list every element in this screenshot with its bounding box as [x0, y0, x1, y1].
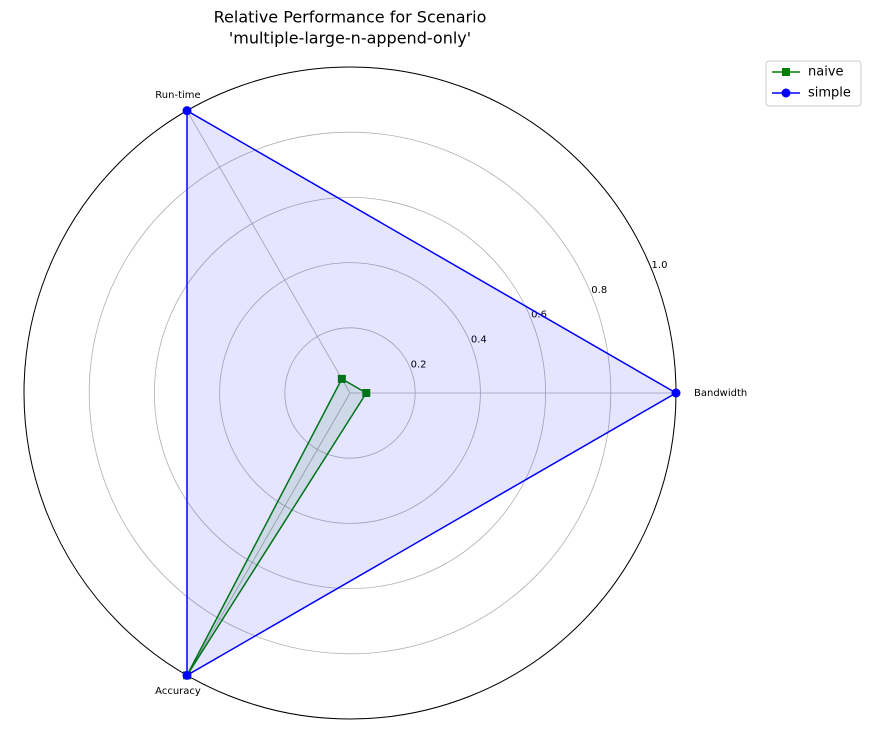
series-line [186, 377, 368, 676]
legend-label: naive [808, 65, 844, 80]
series-line [186, 109, 678, 677]
r-tick-label: 0.4 [471, 335, 487, 346]
r-tick-label: 0.2 [411, 360, 427, 371]
chart-title: Relative Performance for Scenario [214, 8, 487, 27]
legend-label: simple [808, 86, 851, 101]
chart-title: 'multiple-large-n-append-only' [229, 29, 471, 48]
marker [671, 388, 681, 398]
series-area [187, 110, 676, 676]
legend-marker [782, 68, 790, 76]
legend: naive simple [765, 60, 862, 107]
r-tick-label: 1.0 [652, 260, 668, 271]
marker [337, 374, 346, 383]
spoke [186, 110, 351, 394]
category-label: Run-time [155, 90, 200, 101]
legend-marker [781, 88, 791, 98]
spoke [186, 392, 351, 676]
marker [362, 389, 371, 397]
category-label: Accuracy [155, 686, 201, 697]
series-area [187, 378, 367, 676]
marker [182, 670, 192, 680]
marker [182, 106, 192, 116]
category-label: Bandwidth [694, 388, 747, 399]
r-tick-label: 0.6 [531, 310, 547, 321]
r-tick-label: 0.8 [591, 285, 607, 296]
